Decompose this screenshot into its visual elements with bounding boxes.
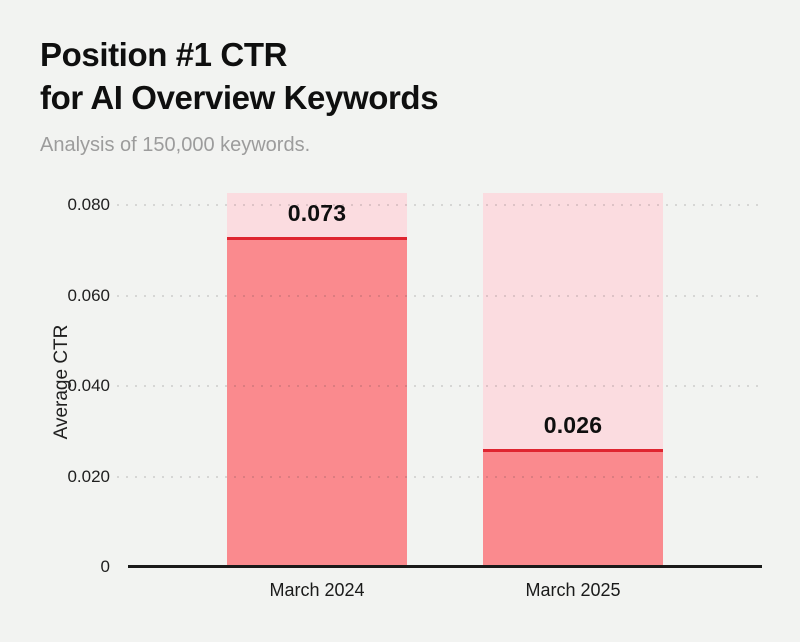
gridline xyxy=(117,475,762,478)
y-tick-label: 0.020 xyxy=(67,466,110,486)
y-tick-label: 0 xyxy=(100,557,110,576)
x-axis-line xyxy=(128,565,762,568)
chart-subtitle: Analysis of 150,000 keywords. xyxy=(40,134,311,156)
y-tick-label: 0.040 xyxy=(67,376,110,395)
chart-title: Position #1 CTR for AI Overview Keywords xyxy=(40,33,439,119)
gridline xyxy=(117,204,762,206)
gridline xyxy=(117,385,762,387)
chart-title-line2: for AI Overview Keywords xyxy=(40,79,439,116)
y-tick-label: 0.080 xyxy=(67,195,110,214)
bar-value-label: 0.073 xyxy=(287,200,347,226)
chart-title-line1: Position #1 CTR xyxy=(40,36,288,73)
bar-fill xyxy=(483,449,663,567)
x-tick-label: March 2025 xyxy=(525,580,621,600)
bar-march-2024: 0.073 xyxy=(227,193,407,567)
bar-fill xyxy=(227,237,407,567)
x-tick-label: March 2024 xyxy=(269,580,365,600)
y-tick-label: 0.060 xyxy=(67,285,110,305)
bar-march-2025: 0.026 xyxy=(483,193,663,567)
gridline xyxy=(117,294,762,297)
bar-value-label: 0.026 xyxy=(543,412,603,438)
